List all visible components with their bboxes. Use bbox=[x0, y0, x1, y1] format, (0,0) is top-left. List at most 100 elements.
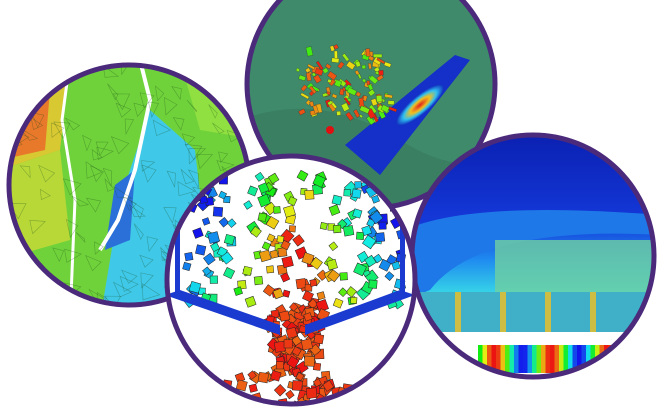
grain bbox=[282, 289, 291, 298]
grain bbox=[375, 232, 386, 243]
grain bbox=[304, 189, 315, 200]
mesh-cell bbox=[119, 275, 139, 292]
grain bbox=[278, 310, 291, 322]
mesh-cell bbox=[171, 86, 182, 101]
grain bbox=[327, 269, 341, 283]
grain bbox=[254, 171, 265, 182]
field-band bbox=[412, 210, 654, 300]
mesh-cell bbox=[154, 85, 165, 102]
wave-bar bbox=[532, 345, 537, 373]
grain bbox=[304, 283, 313, 292]
grain bbox=[348, 393, 362, 404]
wave-bar bbox=[523, 345, 528, 373]
grain bbox=[313, 333, 325, 345]
stripe bbox=[500, 292, 506, 332]
debris-piece bbox=[376, 95, 383, 103]
wave-bar bbox=[487, 345, 492, 373]
mesh-cell bbox=[115, 102, 132, 118]
mesh-cell bbox=[121, 269, 138, 284]
mesh-cell bbox=[148, 101, 160, 118]
mesh-cell bbox=[102, 65, 120, 78]
debris-piece bbox=[337, 61, 345, 69]
grain bbox=[218, 190, 227, 200]
grain bbox=[361, 225, 372, 236]
debris-piece bbox=[343, 97, 351, 106]
grain bbox=[233, 286, 243, 296]
grain bbox=[192, 227, 204, 239]
debris-piece bbox=[354, 69, 360, 76]
mesh-cell bbox=[28, 298, 39, 305]
debris-piece bbox=[345, 111, 354, 121]
grain bbox=[288, 409, 294, 414]
grain bbox=[259, 405, 267, 413]
grain bbox=[356, 231, 365, 241]
grain bbox=[316, 291, 326, 301]
grain bbox=[283, 339, 293, 349]
grain bbox=[247, 185, 259, 197]
mesh-cell bbox=[82, 134, 92, 152]
grain bbox=[300, 338, 314, 351]
wave-bar bbox=[509, 345, 514, 373]
mesh-cell bbox=[133, 102, 147, 118]
mesh-cell bbox=[172, 117, 185, 131]
grain bbox=[257, 212, 267, 222]
crack bbox=[60, 65, 77, 305]
grain bbox=[291, 380, 303, 391]
wave-bar bbox=[581, 345, 586, 373]
mesh-cell bbox=[62, 310, 79, 325]
grain bbox=[386, 254, 398, 266]
debris-piece bbox=[304, 67, 311, 74]
grain bbox=[364, 391, 375, 402]
grain bbox=[266, 265, 275, 274]
debris-piece bbox=[331, 57, 340, 64]
grain bbox=[286, 355, 300, 369]
debris-piece bbox=[327, 78, 332, 84]
debris-piece bbox=[326, 91, 331, 96]
grain bbox=[188, 280, 202, 294]
mesh-cell bbox=[29, 220, 46, 235]
debris-piece bbox=[373, 53, 383, 58]
grain bbox=[328, 241, 339, 252]
grain bbox=[276, 235, 285, 244]
debris-piece bbox=[334, 79, 343, 88]
debris-piece bbox=[315, 60, 324, 70]
grain bbox=[223, 195, 231, 204]
debris-piece bbox=[311, 72, 317, 77]
mesh-cell bbox=[9, 276, 18, 291]
grain bbox=[362, 234, 377, 250]
stripe bbox=[590, 292, 596, 332]
grain bbox=[229, 398, 239, 404]
grain bbox=[295, 372, 305, 382]
grain bbox=[328, 204, 341, 216]
debris-piece bbox=[298, 108, 306, 116]
hopper-wall bbox=[400, 185, 405, 295]
mesh-cell bbox=[65, 218, 79, 238]
debris-piece bbox=[305, 46, 314, 57]
grain bbox=[371, 194, 380, 204]
wave-bar bbox=[536, 345, 541, 373]
grain bbox=[285, 326, 298, 339]
debris-piece bbox=[376, 57, 386, 65]
mesh-cell bbox=[19, 165, 31, 179]
grain bbox=[322, 379, 335, 392]
mesh-cell bbox=[218, 151, 229, 163]
mesh-cell bbox=[188, 148, 207, 165]
grain bbox=[262, 284, 276, 297]
wave-bar bbox=[568, 345, 573, 373]
grain bbox=[281, 255, 294, 269]
grain bbox=[257, 193, 271, 208]
grain bbox=[280, 272, 291, 283]
mesh-cell bbox=[21, 85, 30, 99]
grain bbox=[321, 403, 331, 404]
wave-bar bbox=[500, 345, 505, 373]
grain bbox=[269, 249, 279, 259]
grain bbox=[220, 251, 234, 265]
grain bbox=[309, 407, 321, 414]
mesh-cell bbox=[19, 127, 39, 141]
grain bbox=[319, 222, 328, 230]
debris-piece bbox=[298, 74, 307, 82]
grain bbox=[257, 182, 270, 194]
mesh-cell bbox=[186, 99, 198, 113]
grain bbox=[287, 196, 298, 207]
mesh-cell bbox=[140, 272, 154, 289]
